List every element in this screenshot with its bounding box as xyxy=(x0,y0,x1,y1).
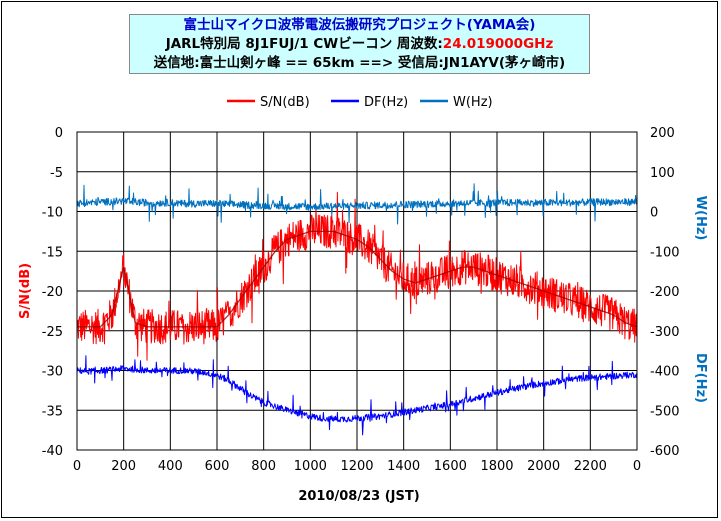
series-line xyxy=(76,355,638,436)
y-right-axis-label-w: W(Hz) xyxy=(693,196,708,241)
series-trend-line xyxy=(77,230,638,328)
y-right-tick-label: -100 xyxy=(650,245,680,260)
y-right-tick-label: 100 xyxy=(650,166,675,181)
x-tick-label: 800 xyxy=(251,459,276,474)
x-tick-label: 1400 xyxy=(387,459,420,474)
x-tick-label: 1000 xyxy=(294,459,327,474)
x-tick-label: 1200 xyxy=(340,459,373,474)
series-line xyxy=(76,191,638,361)
legend-label: W(Hz) xyxy=(453,95,493,110)
y-left-tick-label: -20 xyxy=(42,285,63,300)
x-axis-label: 2010/08/23 (JST) xyxy=(298,489,419,504)
title-line-1: 富士山マイクロ波帯電波伝搬研究プロジェクト(YAMA会) xyxy=(183,17,536,33)
x-tick-label: 200 xyxy=(111,459,136,474)
x-tick-label: 2000 xyxy=(527,459,560,474)
y-left-tick-label: -40 xyxy=(42,444,63,459)
y-left-tick-label: -30 xyxy=(42,365,63,380)
x-tick-label: 0 xyxy=(633,459,641,474)
x-tick-label: 400 xyxy=(158,459,183,474)
x-tick-label: 2200 xyxy=(574,459,607,474)
y-left-tick-label: 0 xyxy=(55,126,63,141)
legend-label: S/N(dB) xyxy=(260,95,310,110)
y-left-tick-label: -10 xyxy=(42,206,63,221)
y-right-tick-label: -400 xyxy=(650,365,680,380)
y-right-tick-label: 200 xyxy=(650,126,675,141)
x-tick-label: 600 xyxy=(205,459,230,474)
y-right-axis-label-df: DF(Hz) xyxy=(693,353,708,403)
x-tick-label: 1800 xyxy=(480,459,513,474)
title-line-2-prefix: JARL特別局 8J1FUJ/1 CWビーコン 周波数: xyxy=(165,36,443,52)
y-right-tick-label: -200 xyxy=(650,285,680,300)
legend-label: DF(Hz) xyxy=(364,95,408,110)
chart-title-box: 富士山マイクロ波帯電波伝搬研究プロジェクト(YAMA会) JARL特別局 8J1… xyxy=(129,14,590,74)
y-right-tick-label: -500 xyxy=(650,404,680,419)
title-line-3: 送信地:富士山剣ヶ峰 == 65km ==> 受信局:JN1AYV(茅ヶ崎市) xyxy=(153,55,566,71)
title-line-2: JARL特別局 8J1FUJ/1 CWビーコン 周波数:24.019000GHz xyxy=(130,35,589,54)
y-left-tick-label: -5 xyxy=(50,166,63,181)
y-right-tick-label: 0 xyxy=(650,206,658,221)
y-right-tick-label: -600 xyxy=(650,444,680,459)
x-tick-label: 1600 xyxy=(434,459,467,474)
y-left-axis-label: S/N(dB) xyxy=(18,263,33,319)
y-left-tick-label: -15 xyxy=(42,245,63,260)
plot-border xyxy=(76,131,638,451)
x-tick-label: 0 xyxy=(73,459,81,474)
y-left-tick-label: -25 xyxy=(42,325,63,340)
y-left-tick-label: -35 xyxy=(42,404,63,419)
frequency-value: 24.019000GHz xyxy=(442,36,554,52)
y-right-tick-label: -300 xyxy=(650,325,680,340)
series-line xyxy=(76,183,638,225)
